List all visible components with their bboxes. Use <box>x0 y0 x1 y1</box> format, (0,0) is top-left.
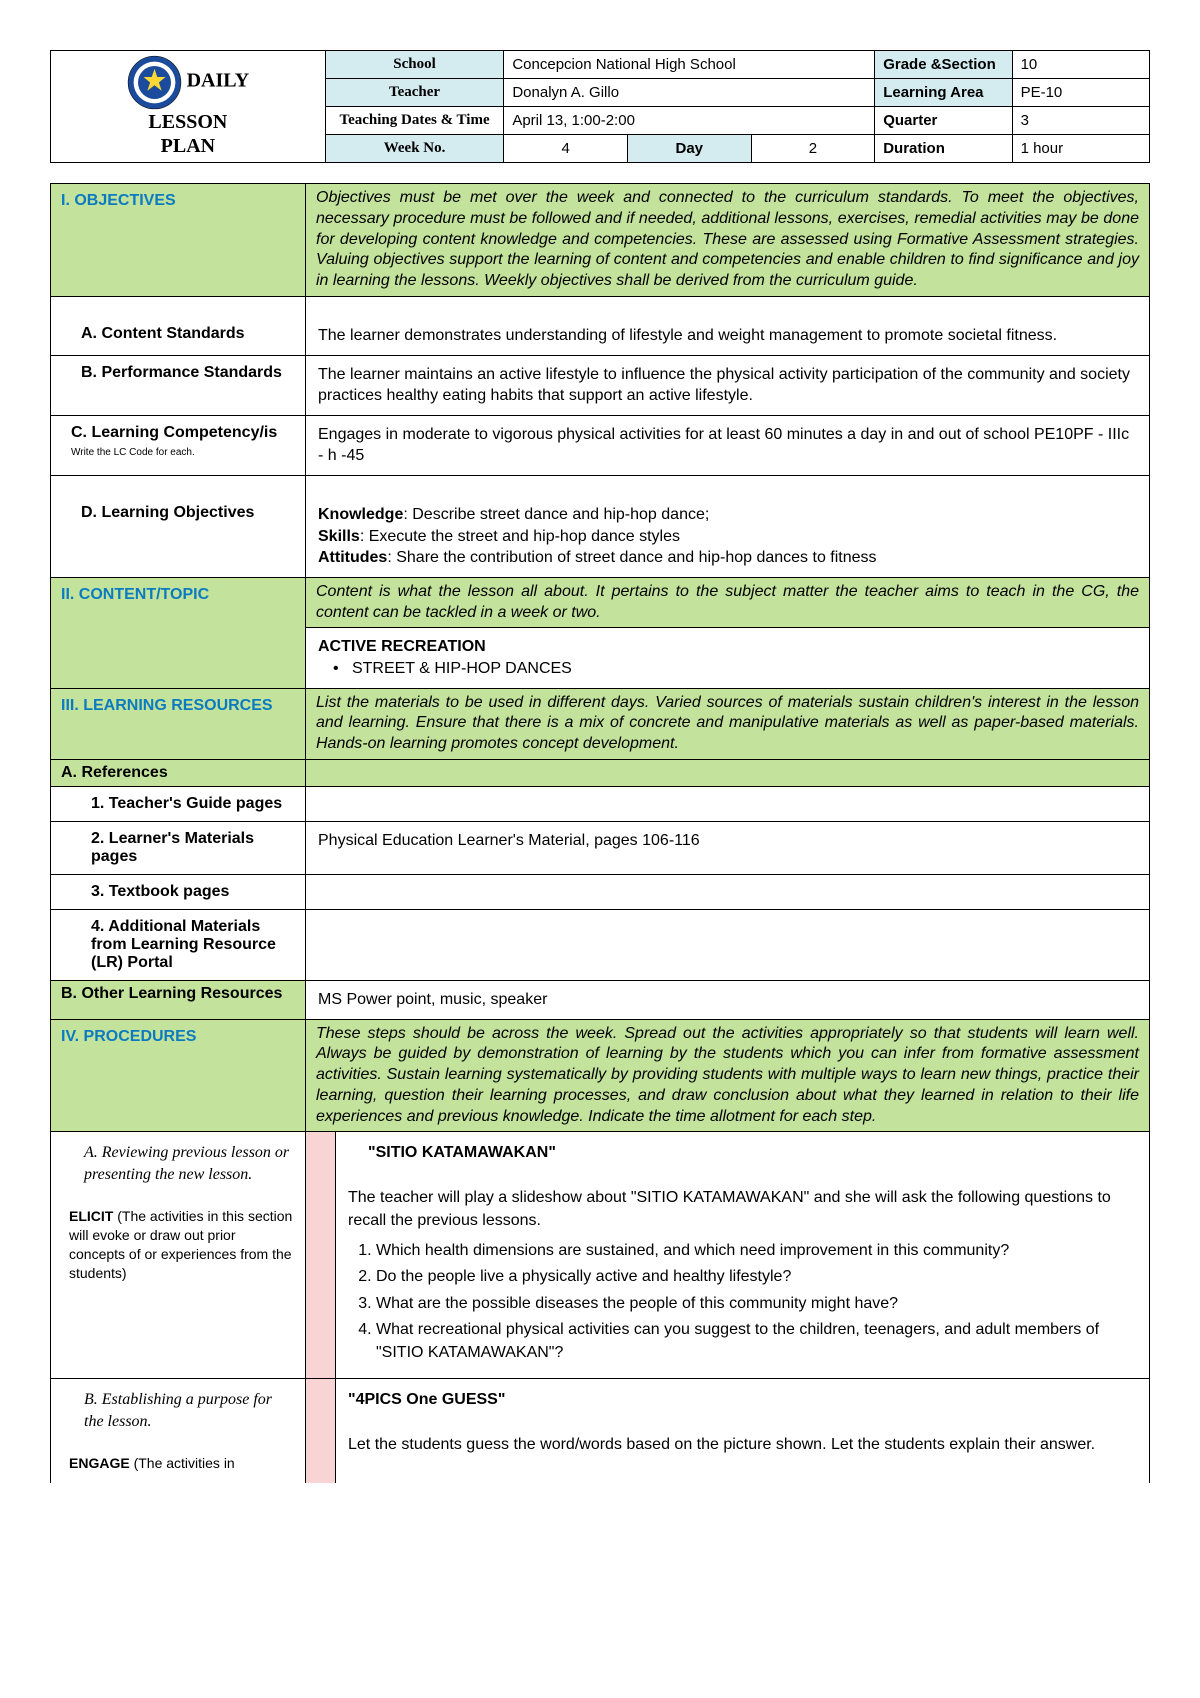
quarter-value: 3 <box>1012 107 1149 135</box>
additional-materials-value <box>306 909 1150 980</box>
learning-competency-value: Engages in moderate to vigorous physical… <box>306 415 1150 475</box>
other-resources-value: MS Power point, music, speaker <box>306 980 1150 1019</box>
learners-materials-label: 2. Learner's Materials pages <box>51 821 306 874</box>
teachers-guide-value <box>306 786 1150 821</box>
engage-label: B. Establishing a purpose for the lesson… <box>51 1379 306 1483</box>
learning-objectives-label: D. Learning Objectives <box>51 475 306 577</box>
quarter-label: Quarter <box>875 107 1012 135</box>
week-value: 4 <box>504 135 628 163</box>
content-topic-value: ACTIVE RECREATION • STREET & HIP-HOP DAN… <box>306 628 1150 688</box>
school-label: School <box>325 51 504 79</box>
grade-label: Grade &Section <box>875 51 1012 79</box>
dates-value: April 13, 1:00-2:00 <box>504 107 875 135</box>
area-value: PE-10 <box>1012 79 1149 107</box>
resources-note: List the materials to be used in differe… <box>306 688 1150 759</box>
elicit-content: "SITIO KATAMAWAKAN" The teacher will pla… <box>336 1132 1150 1379</box>
elicit-q1: Which health dimensions are sustained, a… <box>376 1240 1137 1262</box>
performance-standards-value: The learner maintains an active lifestyl… <box>306 355 1150 415</box>
textbook-label: 3. Textbook pages <box>51 874 306 909</box>
teacher-label: Teacher <box>325 79 504 107</box>
learning-competency-label: C. Learning Competency/is Write the LC C… <box>51 415 306 475</box>
duration-label: Duration <box>875 135 1012 163</box>
procedures-title: IV. PROCEDURES <box>51 1019 306 1132</box>
week-label: Week No. <box>325 135 504 163</box>
content-title: II. CONTENT/TOPIC <box>51 577 306 688</box>
elicit-q3: What are the possible diseases the peopl… <box>376 1293 1137 1315</box>
school-value: Concepcion National High School <box>504 51 875 79</box>
elicit-q4: What recreational physical activities ca… <box>376 1319 1137 1364</box>
grade-value: 10 <box>1012 51 1149 79</box>
deped-seal-icon <box>127 55 182 110</box>
spacer-column <box>306 1132 336 1379</box>
engage-content: "4PICS One GUESS" Let the students guess… <box>336 1379 1150 1483</box>
references-label: A. References <box>51 759 306 786</box>
day-value: 2 <box>751 135 875 163</box>
learning-objectives-value: Knowledge: Describe street dance and hip… <box>306 475 1150 577</box>
teacher-value: Donalyn A. Gillo <box>504 79 875 107</box>
references-value <box>306 759 1150 786</box>
main-table: I. OBJECTIVES Objectives must be met ove… <box>50 183 1150 1483</box>
elicit-q2: Do the people live a physically active a… <box>376 1266 1137 1288</box>
objectives-title: I. OBJECTIVES <box>51 184 306 297</box>
area-label: Learning Area <box>875 79 1012 107</box>
procedures-note: These steps should be across the week. S… <box>306 1019 1150 1132</box>
additional-materials-label: 4. Additional Materials from Learning Re… <box>51 909 306 980</box>
content-standards-label: A. Content Standards <box>51 296 306 355</box>
header-title-cell: DAILYLESSONPLAN <box>51 51 326 163</box>
performance-standards-label: B. Performance Standards <box>51 355 306 415</box>
resources-title: III. LEARNING RESOURCES <box>51 688 306 759</box>
textbook-value <box>306 874 1150 909</box>
content-standards-value: The learner demonstrates understanding o… <box>306 296 1150 355</box>
content-note: Content is what the lesson all about. It… <box>306 577 1150 628</box>
dates-label: Teaching Dates & Time <box>325 107 504 135</box>
duration-value: 1 hour <box>1012 135 1149 163</box>
teachers-guide-label: 1. Teacher's Guide pages <box>51 786 306 821</box>
header-table: DAILYLESSONPLAN School Concepcion Nation… <box>50 50 1150 163</box>
spacer-column <box>306 1379 336 1483</box>
objectives-note: Objectives must be met over the week and… <box>306 184 1150 297</box>
other-resources-label: B. Other Learning Resources <box>51 980 306 1019</box>
day-label: Day <box>627 135 751 163</box>
learners-materials-value: Physical Education Learner's Material, p… <box>306 821 1150 874</box>
elicit-label: A. Reviewing previous lesson or presenti… <box>51 1132 306 1379</box>
